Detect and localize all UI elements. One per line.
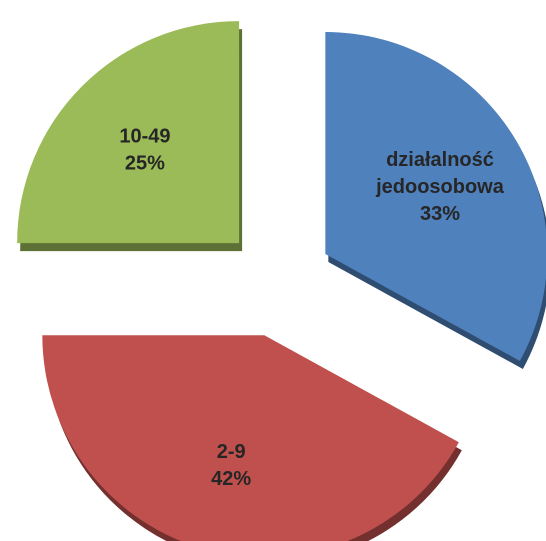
slice-label: 2-9 (217, 441, 246, 463)
value-label: 25% (125, 152, 165, 174)
slice (325, 32, 546, 361)
slice-label: 10-49 (119, 125, 170, 147)
value-label: 33% (420, 203, 460, 225)
label-line: 2-9 (217, 441, 246, 463)
label-line: jedoosobowa (375, 176, 505, 198)
slice-label: działalność jedoosobowa (375, 149, 505, 198)
value-label: 42% (211, 468, 251, 490)
slice (42, 335, 459, 541)
slice (17, 21, 240, 244)
label-line: działalność (386, 149, 494, 171)
label-line: 10-49 (119, 125, 170, 147)
